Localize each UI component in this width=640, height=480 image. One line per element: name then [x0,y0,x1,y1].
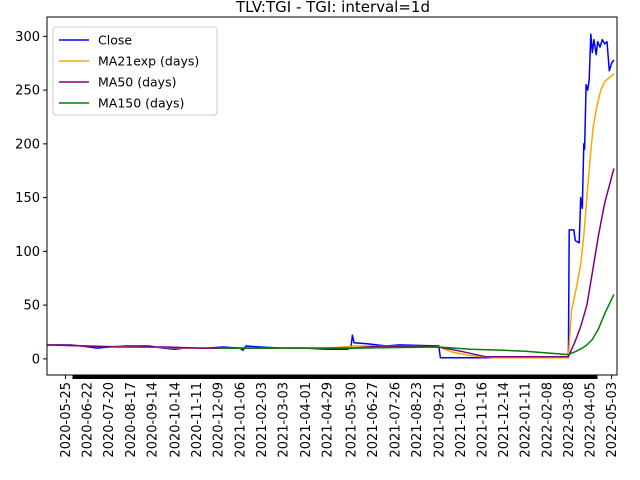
x-tick-label: 2021-08-23 [410,382,425,458]
legend-label: MA150 (days) [98,96,184,111]
x-tick-label: 2021-11-16 [476,382,491,458]
y-tick-label: 100 [15,245,40,260]
x-tick-label: 2020-05-25 [59,382,74,458]
y-tick-label: 0 [32,352,40,367]
y-tick-label: 300 [15,30,40,45]
x-tick-label: 2020-12-09 [212,382,227,458]
x-tick-label: 2021-05-30 [344,382,359,458]
x-tick-label: 2021-03-03 [277,382,292,458]
x-tick-label: 2021-02-03 [255,382,270,458]
legend-label: Close [98,33,132,48]
x-tick-label: 2022-01-11 [519,382,534,458]
legend-box [52,26,218,116]
x-tick-label: 2022-03-08 [562,382,577,458]
x-tick-label: 2021-04-01 [299,382,314,458]
legend-label: MA21exp (days) [98,54,199,69]
chart-title: TLV:TGI - TGI: interval=1d [235,0,430,16]
series-line-4 [218,294,615,356]
y-tick-label: 50 [23,299,40,314]
x-tick-label: 2021-12-14 [497,382,512,458]
y-tick-label: 250 [15,84,40,99]
x-tick-label: 2021-01-06 [233,382,248,458]
x-axis: 2020-05-25 2020-06-22 2020-07-20 2020-08-17… [59,375,620,458]
series-line-3 [46,168,615,358]
y-axis: 0 50 100 150 200 250 300 [15,30,47,367]
legend: Close MA21exp (days) MA50 (days) MA150 (day… [52,26,218,116]
y-tick-label: 200 [15,137,40,152]
y-tick-label: 150 [15,191,40,206]
x-tick-label: 2021-10-19 [454,382,469,458]
x-tick-label: 2021-07-26 [388,382,403,458]
x-tick-label: 2022-02-08 [540,382,555,458]
x-tick-label: 2022-04-05 [584,382,599,458]
x-tick-label: 2020-08-17 [124,382,139,458]
x-tick-label: 2020-10-14 [169,382,184,458]
x-tick-label: 2021-04-29 [321,382,336,458]
series-line-1 [47,33,615,359]
x-tick-label: 2020-11-11 [190,382,205,458]
x-tick-label: 2020-07-20 [102,382,117,458]
x-tick-label: 2020-09-14 [145,382,160,458]
x-tick-label: 2020-06-22 [81,382,96,458]
legend-label: MA50 (days) [98,75,176,90]
x-minor-ticks [72,375,598,379]
series-line-2 [46,73,615,359]
x-tick-label: 2021-06-27 [366,382,381,458]
x-tick-label: 2022-05-03 [605,382,620,458]
x-tick-label: 2021-09-21 [432,382,447,458]
series-layer [46,33,615,359]
